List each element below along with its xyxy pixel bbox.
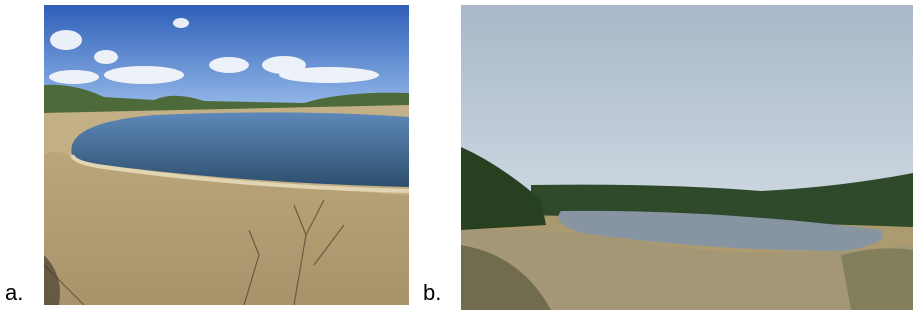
photo-a: [44, 5, 409, 305]
panel-label: a.: [5, 280, 23, 305]
figure: a. b.: [0, 0, 913, 312]
panel-label: b.: [423, 280, 441, 305]
photo-b: [461, 5, 913, 310]
